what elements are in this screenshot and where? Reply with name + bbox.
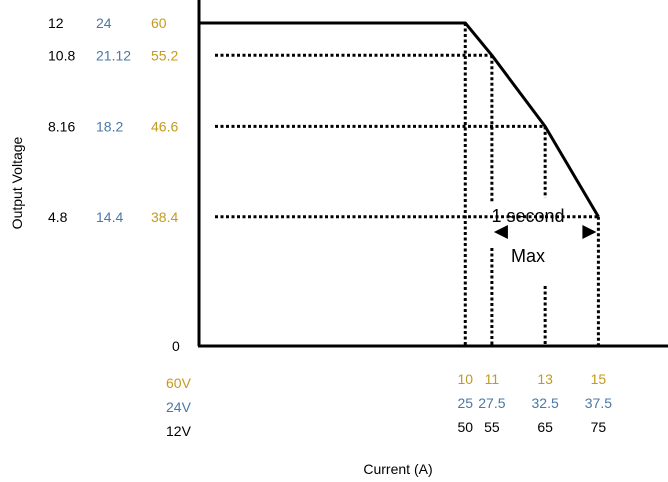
x-tick-label: 32.5 [532,395,559,411]
x-tick-label: 15 [591,371,607,387]
axes [197,0,668,348]
x-tick-label: 55 [484,419,500,435]
y-tick-label: 46.6 [151,118,178,134]
x-tick-label: 50 [457,419,473,435]
y-tick-label: 10.8 [48,47,75,63]
x-tick-label: 65 [537,419,553,435]
x-tick-label: 11 [485,371,500,387]
x-tick-label: 37.5 [585,395,612,411]
x-tick-label: 13 [537,371,553,387]
x-row-label: 60V [166,375,192,391]
annotation: 1 second Max [491,206,564,266]
annotation-line-2: Max [511,246,545,266]
series-line [199,21,600,218]
x-tick-label: 10 [457,371,473,387]
arrow-left [493,225,508,239]
arrow-right [582,225,597,239]
y-axis-title: Output Voltage [9,136,25,229]
x-tick-labels: 10 25 50 11 27.5 55 13 32.5 65 15 37.5 75 60V 24V 12V [166,371,612,439]
y-tick-label: 38.4 [151,209,178,225]
annotation-line-1: 1 second [491,206,564,226]
x-tick-label: 75 [591,419,607,435]
y-tick-label: 8.16 [48,118,75,134]
y-tick-label: 14.4 [96,209,123,225]
y-tick-labels: 12 24 60 10.8 21.12 55.2 8.16 18.2 46.6 4.8 14.4 38… [48,15,180,354]
y-tick-label: 21.12 [96,47,131,63]
y-tick-label: 55.2 [151,47,178,63]
y-tick-label: 12 [48,15,64,31]
y-tick-label: 18.2 [96,118,123,134]
curve [199,21,600,218]
y-tick-label: 4.8 [48,209,68,225]
y-tick-label: 24 [96,15,112,31]
x-tick-label: 27.5 [478,395,505,411]
x-row-label: 24V [166,399,192,415]
y-zero-label: 0 [172,338,180,354]
y-tick-label: 60 [151,15,167,31]
x-row-label: 12V [166,423,192,439]
x-axis-title: Current (A) [363,461,432,477]
x-tick-label: 25 [457,395,473,411]
guide-lines [215,23,600,346]
